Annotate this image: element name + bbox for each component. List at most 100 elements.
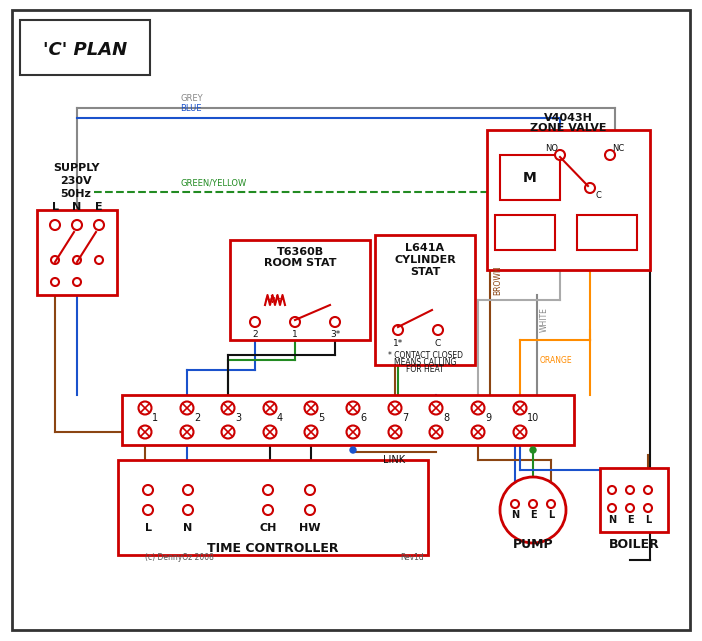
Text: NC: NC (612, 144, 624, 153)
Circle shape (180, 426, 194, 438)
Bar (500, 155, 560, 200)
Text: HW: HW (299, 523, 321, 533)
Circle shape (94, 220, 104, 230)
Text: 6: 6 (360, 413, 366, 423)
Text: PUMP: PUMP (512, 538, 553, 551)
Text: NO: NO (545, 144, 559, 153)
Circle shape (430, 401, 442, 415)
Circle shape (608, 504, 616, 512)
Circle shape (138, 401, 152, 415)
Text: T6360B: T6360B (277, 247, 324, 257)
Text: SUPPLY: SUPPLY (53, 163, 99, 173)
Bar (230, 240, 370, 340)
Circle shape (50, 220, 60, 230)
Circle shape (644, 504, 652, 512)
Text: ~W~: ~W~ (265, 295, 285, 305)
Text: E: E (627, 515, 633, 525)
Text: N: N (183, 523, 192, 533)
Circle shape (95, 256, 103, 264)
Circle shape (644, 486, 652, 494)
Text: L: L (548, 510, 554, 520)
Circle shape (472, 401, 484, 415)
Text: 7: 7 (402, 413, 409, 423)
Circle shape (143, 485, 153, 495)
Circle shape (585, 183, 595, 193)
Circle shape (626, 486, 634, 494)
Bar (577, 215, 637, 250)
Circle shape (393, 325, 403, 335)
Text: L: L (145, 523, 152, 533)
Text: BOILER: BOILER (609, 538, 659, 551)
Circle shape (347, 401, 359, 415)
Circle shape (305, 426, 317, 438)
Text: 9: 9 (485, 413, 491, 423)
Text: GREEN/YELLOW: GREEN/YELLOW (180, 178, 246, 187)
Circle shape (180, 401, 194, 415)
Circle shape (388, 426, 402, 438)
Text: CYLINDER: CYLINDER (394, 255, 456, 265)
Text: E: E (95, 202, 102, 212)
Circle shape (555, 150, 565, 160)
Circle shape (183, 505, 193, 515)
Circle shape (511, 500, 519, 508)
Circle shape (222, 401, 234, 415)
Text: GREY: GREY (180, 94, 203, 103)
Text: * CONTACT CLOSED: * CONTACT CLOSED (388, 351, 463, 360)
Text: BLUE: BLUE (180, 104, 201, 113)
Circle shape (430, 426, 442, 438)
Circle shape (513, 426, 526, 438)
Circle shape (388, 401, 402, 415)
Circle shape (263, 505, 273, 515)
Circle shape (73, 256, 81, 264)
Bar (118, 460, 428, 555)
Circle shape (305, 485, 315, 495)
Text: L: L (645, 515, 651, 525)
Bar (513, 498, 553, 522)
Text: C: C (435, 338, 441, 347)
Text: ROOM STAT: ROOM STAT (264, 258, 336, 268)
Circle shape (72, 220, 82, 230)
Text: N: N (511, 510, 519, 520)
Circle shape (330, 317, 340, 327)
Text: M: M (523, 171, 537, 185)
Circle shape (143, 505, 153, 515)
Text: CH: CH (259, 523, 277, 533)
Text: Rev1d: Rev1d (400, 553, 424, 563)
Bar (20, 20, 150, 75)
Text: N: N (72, 202, 81, 212)
Text: LINK: LINK (383, 455, 405, 465)
Text: BROWN: BROWN (493, 265, 502, 295)
Circle shape (305, 505, 315, 515)
Circle shape (138, 426, 152, 438)
Circle shape (222, 426, 234, 438)
Text: ZONE VALVE: ZONE VALVE (530, 123, 607, 133)
Circle shape (347, 426, 359, 438)
Circle shape (183, 485, 193, 495)
Circle shape (250, 317, 260, 327)
Text: TIME CONTROLLER: TIME CONTROLLER (207, 542, 339, 554)
Circle shape (500, 477, 566, 543)
Circle shape (530, 447, 536, 453)
Text: 5: 5 (318, 413, 324, 423)
Circle shape (547, 500, 555, 508)
Text: STAT: STAT (410, 267, 440, 277)
Text: (c) DennyOz 2008: (c) DennyOz 2008 (145, 553, 214, 563)
Text: 230V: 230V (60, 176, 92, 186)
Text: N: N (608, 515, 616, 525)
Circle shape (605, 150, 615, 160)
Text: C: C (595, 190, 601, 199)
Text: ORANGE: ORANGE (540, 356, 573, 365)
Text: 2: 2 (194, 413, 200, 423)
Circle shape (263, 401, 277, 415)
Circle shape (51, 256, 59, 264)
Circle shape (73, 278, 81, 286)
Text: 1*: 1* (393, 338, 403, 347)
Text: 3: 3 (235, 413, 241, 423)
Bar (600, 468, 668, 532)
Circle shape (626, 504, 634, 512)
Circle shape (263, 426, 277, 438)
Text: 10: 10 (527, 413, 539, 423)
Text: WHITE: WHITE (540, 308, 549, 333)
Text: 4: 4 (277, 413, 283, 423)
Circle shape (305, 401, 317, 415)
